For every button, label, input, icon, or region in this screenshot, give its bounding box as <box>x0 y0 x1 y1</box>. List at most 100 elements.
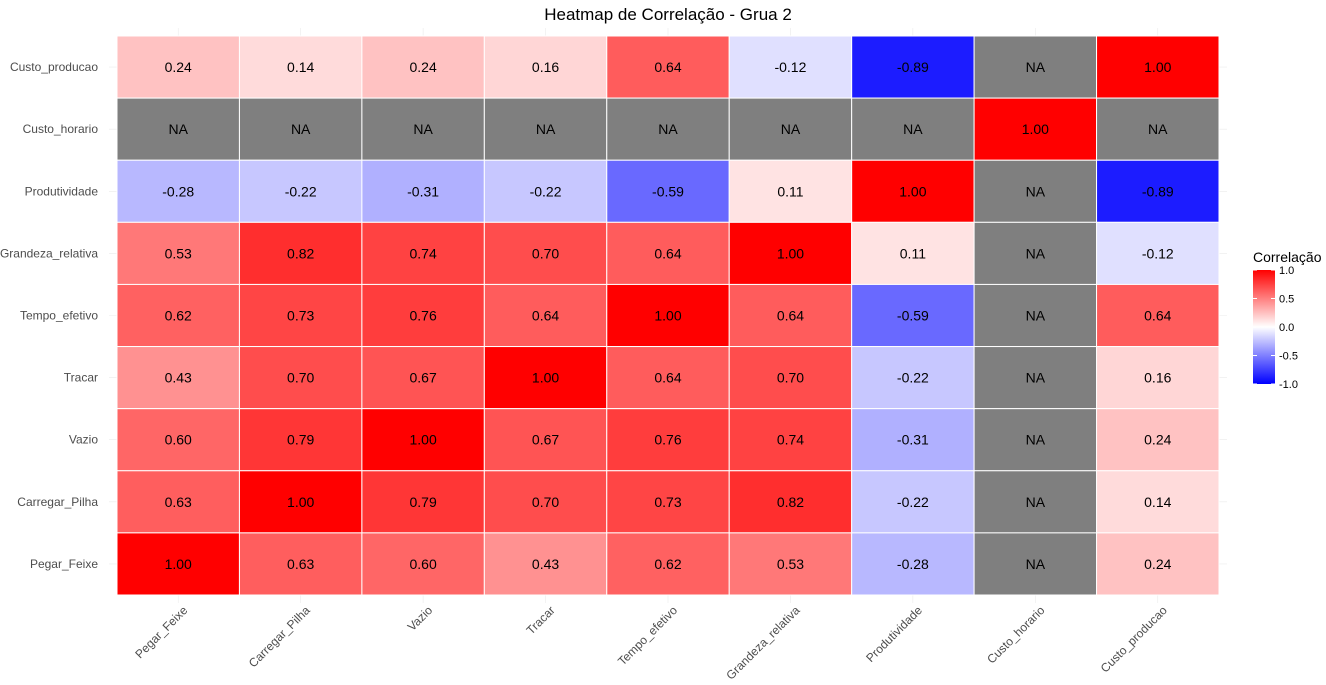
heatmap-cell <box>851 159 975 223</box>
cell-value-label: 0.64 <box>654 245 681 261</box>
cell-value-label: NA <box>1026 59 1046 75</box>
legend: Correlação 1.0 0.5 0.0 -0.5 -1.0 <box>1253 249 1322 391</box>
cell-value-label: 1.00 <box>777 245 804 261</box>
cell-value-label: -0.28 <box>162 183 194 199</box>
heatmap-cell <box>973 35 1098 99</box>
heatmap-cell <box>1096 283 1220 348</box>
heatmap-cell <box>728 159 853 223</box>
y-tick-label: Grandeza_relativa <box>0 246 98 260</box>
cell-value-label: 0.63 <box>287 556 314 572</box>
cell-value-label: NA <box>1026 245 1046 261</box>
cell-value-label: 0.11 <box>777 183 803 199</box>
cell-value-label: 0.60 <box>409 556 436 572</box>
x-tick-label: Produtividade <box>863 603 925 665</box>
heatmap-cell <box>238 283 363 348</box>
cell-value-label: 0.76 <box>654 432 681 448</box>
cell-value-label: -0.28 <box>897 556 929 572</box>
heatmap-cell <box>606 346 730 410</box>
x-tick-label: Vazio <box>405 603 436 634</box>
heatmap-cell <box>483 159 608 223</box>
x-tick-label: Tracar <box>524 603 558 637</box>
cell-value-label: 1.00 <box>165 556 192 572</box>
cell-value-label: 0.76 <box>409 308 436 324</box>
heatmap-cell <box>851 283 975 348</box>
heatmap-cell <box>1096 97 1220 161</box>
cell-value-label: -0.12 <box>1142 245 1174 261</box>
legend-tick-label: 1.0 <box>1279 265 1294 277</box>
heatmap-cell <box>116 35 240 99</box>
cell-value-label: 0.64 <box>777 308 804 324</box>
y-tick-label: Pegar_Feixe <box>30 557 98 571</box>
cell-value-label: NA <box>1026 494 1046 510</box>
y-tick-label: Carregar_Pilha <box>17 495 98 509</box>
heatmap-cell <box>361 159 485 223</box>
cell-value-label: NA <box>1026 556 1046 572</box>
cell-value-label: 0.14 <box>287 59 314 75</box>
cell-value-label: NA <box>536 121 556 137</box>
heatmap-cell <box>851 97 975 161</box>
cell-value-label: -0.22 <box>897 370 929 386</box>
cell-value-label: 0.16 <box>532 59 559 75</box>
legend-tick-label: -1.0 <box>1279 379 1298 391</box>
cell-value-label: NA <box>781 121 801 137</box>
x-tick-label: Tempo_efetivo <box>615 603 680 668</box>
cell-value-label: 0.53 <box>777 556 804 572</box>
heatmap-cell <box>973 532 1098 596</box>
cell-value-label: 0.11 <box>900 245 926 261</box>
cell-value-label: 0.63 <box>165 494 192 510</box>
cell-value-label: 0.24 <box>1144 556 1171 572</box>
cell-value-label: 0.43 <box>532 556 559 572</box>
y-tick-label: Produtividade <box>25 184 99 198</box>
cell-value-label: 0.70 <box>777 370 804 386</box>
heatmap-cell <box>606 470 730 534</box>
cell-value-label: NA <box>291 121 311 137</box>
y-tick-label: Custo_horario <box>23 122 99 136</box>
cell-value-label: 0.60 <box>165 432 192 448</box>
heatmap-cell <box>483 532 608 596</box>
heatmap-cell <box>116 97 240 161</box>
y-tick-label: Vazio <box>69 433 98 447</box>
heatmap-cell <box>973 283 1098 348</box>
cell-value-label: 0.73 <box>287 308 314 324</box>
heatmap-cell <box>361 408 485 472</box>
heatmap-cell <box>728 346 853 410</box>
heatmap-cell <box>728 97 853 161</box>
cell-value-label: 0.53 <box>165 245 192 261</box>
heatmap-cell <box>1096 408 1220 472</box>
cell-value-label: 1.00 <box>1144 59 1171 75</box>
cell-value-label: 0.82 <box>287 245 314 261</box>
heatmap-cell <box>238 346 363 410</box>
cell-value-label: 0.67 <box>532 432 559 448</box>
cell-value-label: 0.82 <box>777 494 804 510</box>
cell-value-label: 0.73 <box>654 494 681 510</box>
heatmap-cell <box>116 159 240 223</box>
heatmap-cell <box>606 221 730 285</box>
cell-value-label: -0.89 <box>897 59 929 75</box>
cell-value-label: 0.79 <box>409 494 436 510</box>
heatmap-cell <box>361 97 485 161</box>
cell-value-label: NA <box>1026 183 1046 199</box>
cell-value-label: -0.12 <box>774 59 806 75</box>
heatmap-cell <box>361 35 485 99</box>
cell-value-label: NA <box>1026 432 1046 448</box>
cell-value-label: 0.64 <box>1144 308 1171 324</box>
y-tick-label: Custo_producao <box>10 60 98 74</box>
y-tick-label: Tempo_efetivo <box>20 309 98 323</box>
heatmap-cell <box>1096 35 1220 99</box>
y-axis-labels: Custo_producao Custo_horario Produtividade… <box>0 60 98 571</box>
cells-layer: 0.24 0.14 0.24 0.16 0.64 -0.12 -0.89 NA 1.00 NA NA… <box>116 35 1220 596</box>
heatmap-cell <box>728 283 853 348</box>
heatmap-cell <box>606 283 730 348</box>
heatmap-cell <box>483 97 608 161</box>
cell-value-label: NA <box>1026 370 1046 386</box>
heatmap-cell <box>483 35 608 99</box>
x-tick-label: Carregar_Pilha <box>246 603 313 670</box>
heatmap-cell <box>851 532 975 596</box>
heatmap-cell <box>483 283 608 348</box>
heatmap-cell <box>728 35 853 99</box>
heatmap-cell <box>361 532 485 596</box>
heatmap-cell <box>116 470 240 534</box>
chart-title: Heatmap de Correlação - Grua 2 <box>544 5 792 24</box>
heatmap-cell <box>483 221 608 285</box>
heatmap-cell <box>606 159 730 223</box>
